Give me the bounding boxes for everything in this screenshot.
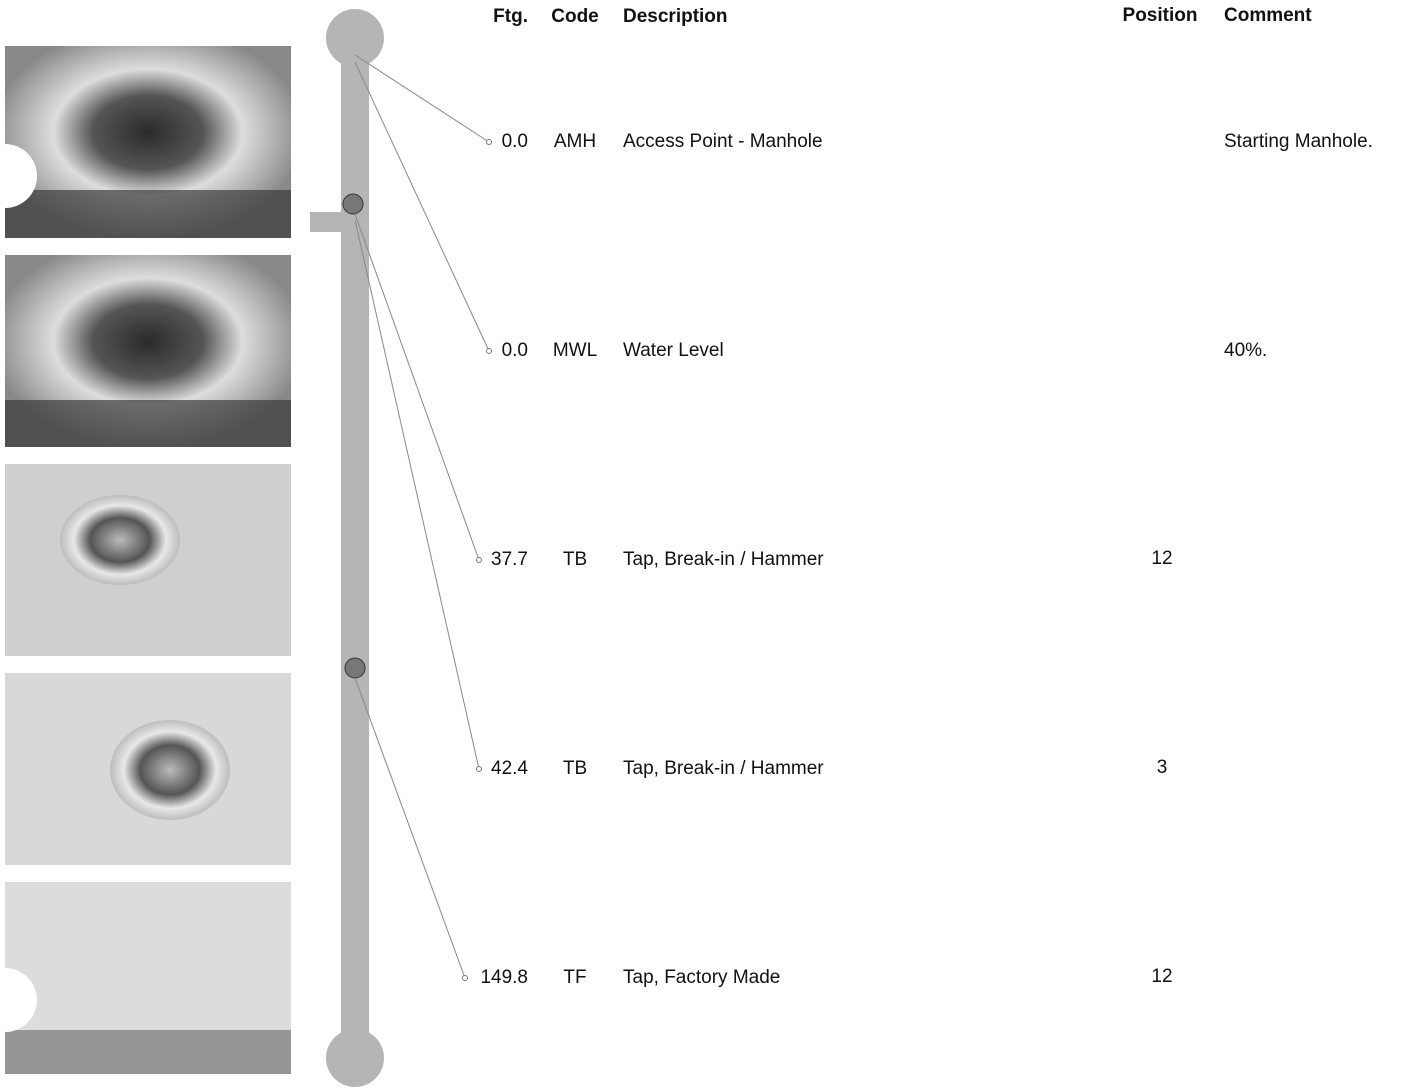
description: Tap, Break-in / Hammer [623,549,824,570]
code: TF [563,967,586,988]
photo-marker [0,144,37,208]
pipe-diagram [310,9,490,1087]
downstream-manhole [326,1029,384,1087]
leader-line [354,219,480,770]
row-dot [462,975,468,981]
leader-line [354,54,490,143]
description: Tap, Factory Made [623,967,780,988]
comment: 40%. [1224,340,1267,361]
leader-line [354,677,466,979]
header-description: Description [623,6,728,27]
photo-tap [110,720,230,820]
comment: Starting Manhole. [1224,131,1373,152]
photo-water [5,400,291,447]
photo-marker [0,968,37,1032]
row-dot [486,348,492,354]
header-position: Position [1123,5,1198,26]
code: TB [563,549,587,570]
code: TB [563,758,587,779]
pipe [341,38,369,1058]
description: Water Level [623,340,724,361]
position: 12 [1151,966,1172,987]
row-dot [486,139,492,145]
ftg: 0.0 [502,340,528,361]
service-lateral [310,212,342,232]
photos [0,46,291,1074]
header-comment: Comment [1224,5,1312,26]
row-dot [476,557,482,563]
code: AMH [554,131,596,152]
photo-floor [5,1030,291,1074]
leader-line [354,61,490,352]
code: MWL [553,340,597,361]
ftg: 37.7 [491,549,528,570]
photo-water [5,190,291,238]
leader-line [354,213,480,561]
tap-marker [344,657,366,679]
row-dot [476,766,482,772]
ftg: 42.4 [491,758,528,779]
ftg: 149.8 [480,967,528,988]
header-code: Code [551,6,599,27]
position: 3 [1157,757,1168,778]
description: Access Point - Manhole [623,131,823,152]
position: 12 [1151,548,1172,569]
leader-lines [354,54,490,979]
header-ftg: Ftg. [493,6,528,27]
tap-marker [342,193,364,215]
upstream-manhole [326,9,384,67]
ftg: 0.0 [502,131,528,152]
description: Tap, Break-in / Hammer [623,758,824,779]
photo-tap [60,495,180,585]
